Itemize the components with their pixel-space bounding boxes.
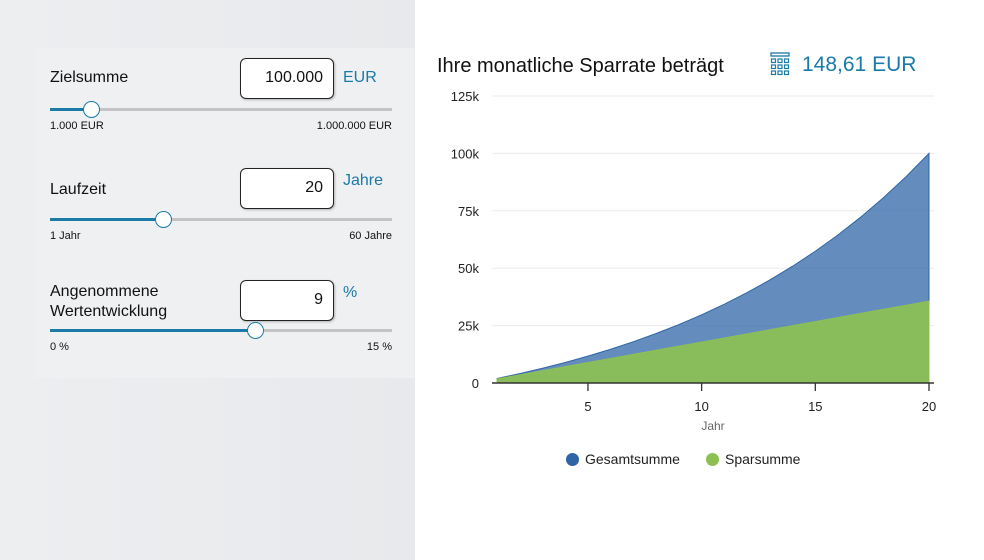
unit-label: % — [343, 284, 358, 301]
legend-sparsumme[interactable]: Sparsumme — [706, 451, 800, 467]
input-label: Zielsumme — [50, 69, 129, 86]
legend-label: Sparsumme — [725, 451, 801, 467]
legend-dot-green — [706, 452, 719, 466]
calculator-icon — [770, 52, 790, 76]
slider-thumb[interactable] — [154, 211, 172, 228]
unit-label: Jahre — [343, 172, 384, 189]
unit-label: EUR — [343, 69, 377, 86]
slider-thumb[interactable] — [83, 101, 101, 118]
area-sparsumme — [496, 300, 930, 384]
slider-thumb[interactable] — [247, 322, 265, 339]
slider-max-label: 60 Jahre — [349, 230, 392, 242]
slider[interactable] — [50, 211, 392, 228]
y-tick-label: 125k — [451, 89, 480, 104]
slider[interactable] — [50, 322, 392, 339]
y-tick-label: 75k — [458, 204, 479, 219]
y-tick-label: 100k — [451, 146, 480, 161]
slider[interactable] — [50, 101, 392, 118]
x-axis-label: Jahr — [701, 419, 724, 433]
settings-card — [36, 48, 414, 378]
result-title: Ihre monatliche Sparrate beträgt — [437, 55, 724, 77]
x-tick-label: 10 — [694, 399, 708, 414]
x-tick-label: 15 — [808, 399, 822, 414]
input-label: Laufzeit — [50, 181, 107, 198]
slider-fill — [50, 108, 92, 111]
slider-max-label: 1.000.000 EUR — [316, 120, 392, 132]
input-label: Angenommene Wertentwicklung — [50, 283, 168, 320]
x-tick-label: 5 — [584, 399, 591, 414]
legend-gesamtsumme[interactable]: Gesamtsumme — [566, 451, 680, 467]
value-input[interactable]: 100.000 — [240, 58, 334, 99]
y-tick-label: 25k — [458, 319, 479, 334]
slider-fill — [50, 218, 163, 221]
y-tick-label: 0 — [472, 376, 479, 391]
slider-min-label: 0 % — [50, 341, 69, 353]
value-input[interactable]: 9 — [240, 280, 334, 321]
legend-label: Gesamtsumme — [585, 451, 680, 467]
slider-min-label: 1 Jahr — [50, 230, 81, 242]
slider-min-label: 1.000 EUR — [50, 120, 104, 132]
legend-dot-blue — [566, 452, 579, 466]
slider-fill — [50, 329, 256, 332]
y-tick-label: 50k — [458, 261, 479, 276]
savings-chart: 0 25k 50k 75k 100k 125k 5 10 15 20 Jahr — [451, 89, 936, 433]
slider-max-label: 15 % — [366, 341, 392, 353]
value-input[interactable]: 20 — [240, 168, 334, 209]
monthly-rate-value: 148,61 EUR — [802, 53, 917, 76]
x-tick-label: 20 — [922, 399, 936, 414]
